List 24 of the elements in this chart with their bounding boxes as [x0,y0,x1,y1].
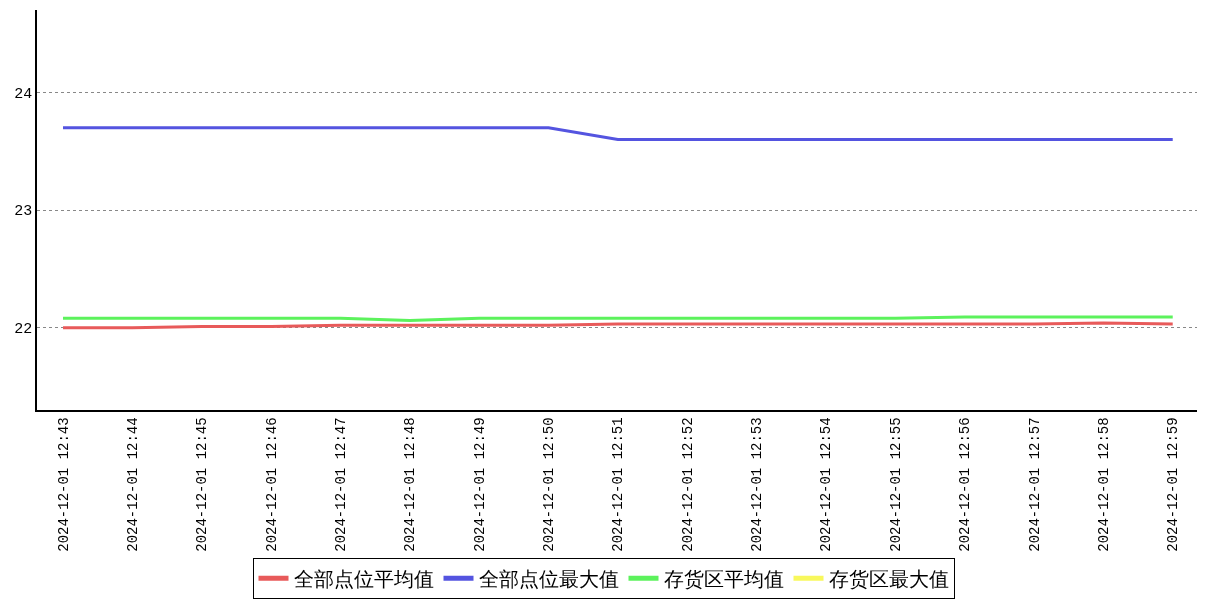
x-tick-label: 2024-12-01 12:44 [124,417,141,552]
legend-label: 全部点位最大值 [478,568,619,591]
x-tick-label: 2024-12-01 12:57 [1026,417,1043,552]
x-tick-label: 2024-12-01 12:54 [818,417,835,552]
y-tick-label: 22 [14,320,33,338]
y-tick-label: 24 [14,85,33,103]
x-tick-label: 2024-12-01 12:47 [332,417,349,552]
legend-label: 全部点位平均值 [293,568,434,591]
legend-label: 存货区平均值 [663,568,784,591]
x-tick-label: 2024-12-01 12:50 [541,417,558,552]
x-tick-label: 2024-12-01 12:48 [402,417,419,552]
x-tick-label: 2024-12-01 12:59 [1165,417,1182,552]
x-tick-label: 2024-12-01 12:56 [957,417,974,552]
x-tick-label: 2024-12-01 12:49 [471,417,488,552]
x-tick-label: 2024-12-01 12:52 [679,417,696,552]
x-tick-label: 2024-12-01 12:45 [194,417,211,552]
x-tick-label: 2024-12-01 12:43 [55,417,72,552]
x-tick-label: 2024-12-01 12:53 [749,417,766,552]
legend-label: 存货区最大值 [828,568,949,591]
x-tick-label: 2024-12-01 12:58 [1095,417,1112,552]
x-tick-label: 2024-12-01 12:55 [887,417,904,552]
y-tick-label: 23 [14,203,33,221]
x-tick-label: 2024-12-01 12:51 [610,417,627,552]
x-tick-label: 2024-12-01 12:46 [263,417,280,552]
